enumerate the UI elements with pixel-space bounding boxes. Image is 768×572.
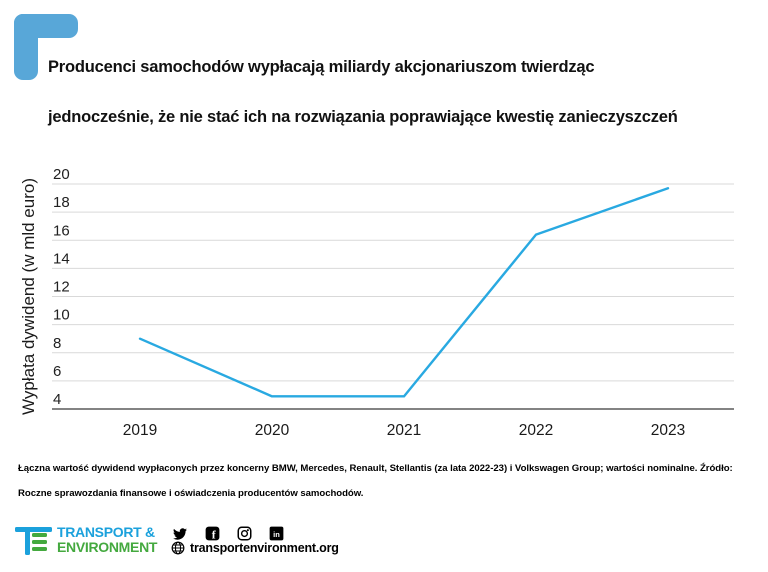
te-logo-t-bar — [15, 527, 52, 532]
logo-text-transport: TRANSPORT & — [57, 524, 155, 540]
y-tick-label: 14 — [53, 250, 70, 267]
chart-title-line2: jednocześnie, że nie stać ich na rozwiąz… — [48, 108, 678, 126]
y-tick-label: 16 — [53, 222, 70, 239]
y-tick-label: 4 — [53, 391, 61, 408]
y-tick-label: 10 — [53, 307, 70, 324]
dividends-series-line — [138, 187, 670, 398]
y-tick-label: 6 — [53, 363, 61, 380]
te-logo-t-stem — [25, 527, 30, 555]
globe-icon — [171, 541, 185, 555]
te-logo-e-bar — [32, 547, 47, 551]
x-tick-label: 2022 — [519, 422, 553, 439]
x-tick-label: 2021 — [387, 422, 421, 439]
website-row: transportenvironment.org — [171, 541, 339, 555]
y-tick-label: 12 — [53, 279, 70, 296]
facebook-icon[interactable]: f — [205, 526, 220, 541]
transport-environment-logo-text: TRANSPORT & ENVIRONMENT — [57, 525, 157, 554]
x-tick-label: 2023 — [651, 422, 685, 439]
te-logo-e-bar — [32, 540, 47, 544]
corner-accent-mark — [14, 14, 78, 80]
transport-environment-logo-icon — [15, 527, 52, 555]
x-tick-label: 2019 — [123, 422, 157, 439]
x-tick-label: 2020 — [255, 422, 290, 439]
svg-text:f: f — [212, 528, 217, 542]
y-tick-label: 18 — [53, 194, 70, 211]
y-tick-label: 20 — [53, 166, 70, 183]
linkedin-icon[interactable]: in — [269, 526, 284, 541]
logo-text-environment: ENVIRONMENT — [57, 538, 158, 555]
dividend-line-chart: 20 18 16 14 12 10 8 6 4 2019 2020 2021 2022 2023 Wypła… — [19, 166, 734, 439]
twitter-icon[interactable] — [172, 527, 188, 541]
y-tick-label: 8 — [53, 335, 61, 352]
corner-accent-bar-vertical — [14, 14, 38, 80]
website-url[interactable]: transportenvironment.org — [190, 541, 339, 555]
chart-title-line1: Producenci samochodów wypłacają miliardy… — [48, 58, 595, 76]
te-logo-e-bar — [32, 533, 47, 537]
svg-text:in: in — [273, 530, 280, 539]
footnote-text: Łączna wartość dywidend wypłaconych prze… — [18, 463, 733, 499]
social-icons-row: f in — [172, 526, 284, 541]
instagram-icon[interactable] — [237, 526, 252, 541]
y-axis-title: Wypłata dywidend (w mld euro) — [19, 178, 38, 415]
